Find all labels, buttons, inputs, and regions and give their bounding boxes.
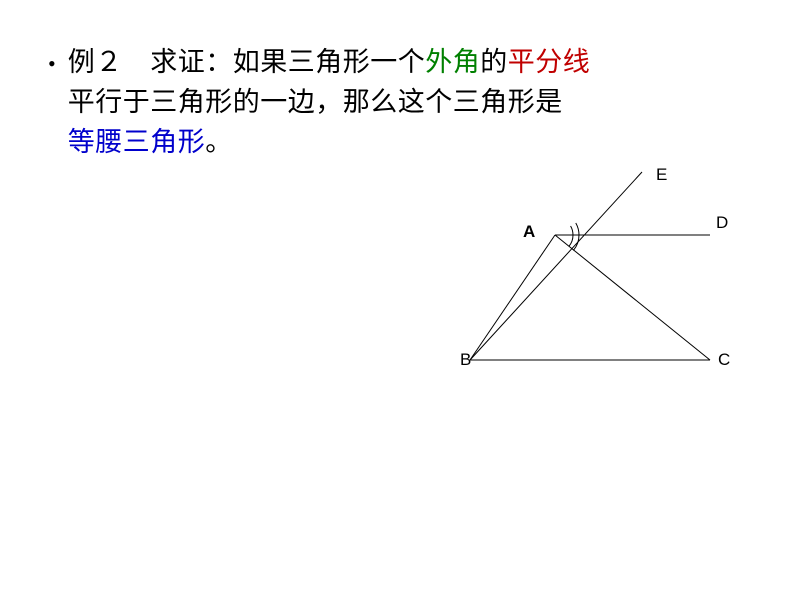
- diagram-svg: [450, 160, 740, 390]
- text-exterior-angle: 外角: [425, 47, 480, 77]
- label-E: E: [656, 165, 667, 185]
- slide-content: • 例２ 求证：如果三角形一个外角的平分线 平行于三角形的一边，那么这个三角形是…: [48, 42, 744, 162]
- label-A: A: [523, 222, 535, 242]
- bullet-row: • 例２ 求证：如果三角形一个外角的平分线 平行于三角形的一边，那么这个三角形是…: [48, 42, 744, 162]
- text-period: 。: [205, 127, 233, 157]
- label-D: D: [716, 213, 728, 233]
- problem-text: 例２ 求证：如果三角形一个外角的平分线 平行于三角形的一边，那么这个三角形是 等…: [68, 42, 591, 162]
- text-bisector: 平分线: [508, 47, 591, 77]
- text-mid1: 的: [480, 47, 508, 77]
- bullet-marker: •: [48, 44, 56, 84]
- text-line2a: 平行于三角形的一边，那么这个三角形是: [68, 87, 563, 117]
- text-isosceles: 等腰三角形: [68, 127, 206, 157]
- geometry-diagram: A B C D E: [450, 160, 740, 390]
- label-C: C: [718, 350, 730, 370]
- text-prefix: 例２ 求证：如果三角形一个: [68, 47, 426, 77]
- label-B: B: [460, 350, 471, 370]
